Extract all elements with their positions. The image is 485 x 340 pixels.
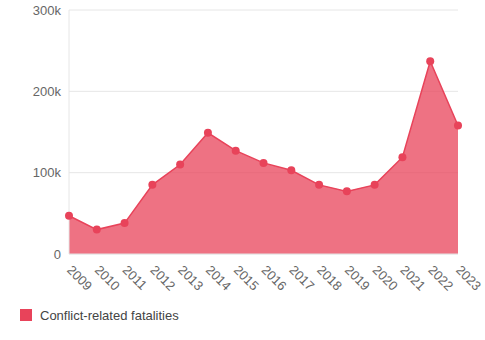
svg-text:200k: 200k bbox=[33, 84, 62, 99]
svg-text:2009: 2009 bbox=[64, 262, 95, 293]
svg-text:2019: 2019 bbox=[342, 262, 373, 293]
svg-text:300k: 300k bbox=[33, 3, 62, 18]
html-text:Conflict-related fatalities: Conflict-related fatalities bbox=[40, 307, 179, 323]
svg-text:2020: 2020 bbox=[370, 262, 401, 293]
svg-text:2010: 2010 bbox=[92, 262, 123, 293]
svg-text:2014: 2014 bbox=[203, 262, 234, 293]
svg-text:2018: 2018 bbox=[314, 262, 345, 293]
svg-text:2013: 2013 bbox=[175, 262, 206, 293]
svg-text:2017: 2017 bbox=[286, 262, 317, 293]
svg-text:2012: 2012 bbox=[147, 262, 178, 293]
svg-text:2022: 2022 bbox=[425, 262, 456, 293]
svg-text:0: 0 bbox=[54, 247, 61, 262]
svg-text:100k: 100k bbox=[33, 165, 62, 180]
svg-text:2011: 2011 bbox=[120, 262, 150, 292]
svg-text:2021: 2021 bbox=[397, 262, 428, 293]
svg-text:2023: 2023 bbox=[453, 262, 477, 293]
svg-text:2015: 2015 bbox=[231, 262, 262, 293]
svg-text:2016: 2016 bbox=[259, 262, 290, 293]
